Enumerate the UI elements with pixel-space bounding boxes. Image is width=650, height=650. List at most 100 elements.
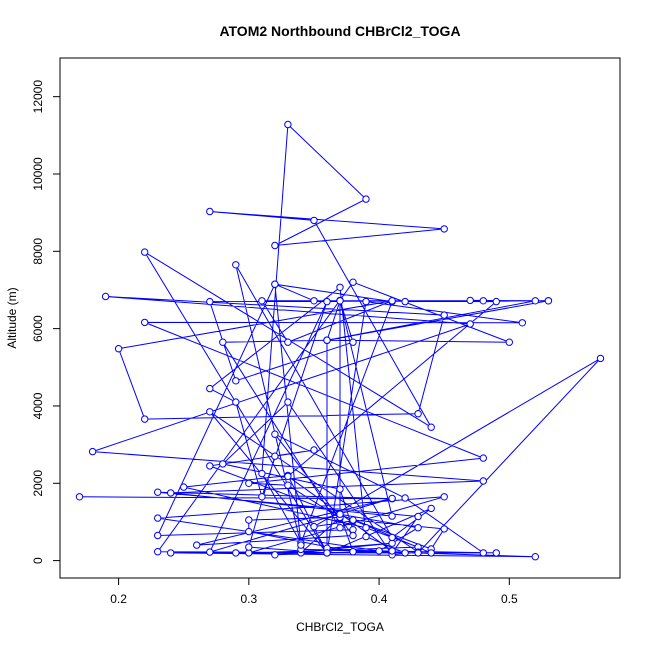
data-point [154,531,162,540]
data-point [284,481,292,489]
data-point [349,548,357,556]
data-point [206,207,214,216]
data-point [466,296,474,305]
data-point [206,297,214,306]
y-tick-label: 2000 [31,470,45,497]
data-point [284,338,292,346]
data-point [232,377,240,385]
data-point [440,225,448,233]
y-axis: 0 2000 4000 6000 8000 10000 12000 [31,80,60,564]
data-point [336,297,344,305]
data-point [388,533,396,542]
data-point [323,549,331,557]
data-point [362,524,370,532]
data-point [427,504,435,513]
y-tick-label: 4000 [31,392,45,419]
data-point [518,319,526,327]
data-point [219,460,227,468]
data-point [167,489,175,497]
data-point [440,525,448,533]
data-point [349,338,357,346]
data-point [362,532,370,541]
data-point [401,494,409,502]
y-tick-label: 12000 [31,80,45,114]
data-point [479,297,487,305]
y-tick-label: 6000 [31,315,45,342]
y-tick-label: 10000 [31,157,45,191]
data-point [101,292,110,301]
data-point [271,452,279,460]
data-point [206,408,214,416]
data-point [232,398,240,406]
data-point [219,338,227,346]
data-point [323,297,331,306]
data-point [401,297,409,306]
data-point [245,479,253,487]
data-point [154,514,162,522]
data-point [531,297,539,305]
x-tick-label: 0.2 [110,592,127,606]
data-point [310,297,318,305]
data-point [245,543,253,551]
data-point [323,336,331,344]
data-point [258,297,266,305]
data-point [531,553,539,561]
data-point [154,548,162,556]
data-point [245,516,253,524]
data-point [271,280,279,288]
data-point [414,549,422,557]
data-point [492,549,500,557]
data-point [271,241,279,250]
data-point [284,120,292,129]
data-point [245,527,253,536]
data-point [349,278,357,286]
data-point [440,311,448,319]
y-tick-label: 0 [31,557,45,564]
data-point [349,516,357,524]
data-point [193,541,201,549]
data-point [271,430,279,438]
x-axis-label: CHBrCl2_TOGA [296,620,384,634]
data-point [479,549,487,557]
data-points [75,120,605,561]
data-point [505,338,513,346]
data-point [336,510,344,518]
data-point [310,216,318,225]
y-axis-label: Altitude (m) [5,287,19,348]
data-point [414,524,422,532]
x-axis: 0.2 0.3 0.4 0.5 [110,577,518,606]
data-point [88,447,97,456]
data-point [375,547,383,555]
data-point [414,410,422,418]
data-point [284,398,292,406]
data-point [141,415,149,423]
data-point [284,472,292,480]
data-point [232,261,240,269]
data-point [362,297,370,306]
data-point [141,248,149,256]
data-point [141,318,149,327]
data-point [167,549,175,557]
data-point [349,531,357,540]
x-tick-label: 0.5 [501,592,518,606]
data-point [427,423,435,431]
data-point [479,477,487,485]
data-point [206,548,214,556]
data-point [388,297,396,305]
y-tick-label: 8000 [31,238,45,265]
data-point [297,541,305,549]
data-point [180,483,188,491]
data-point [479,454,487,462]
data-point [310,522,318,531]
data-point [206,462,214,470]
data-point [114,345,123,353]
data-point [492,297,500,306]
data-point [414,512,422,521]
chart-title: ATOM2 Northbound CHBrCl2_TOGA [219,23,460,39]
data-point [388,512,396,520]
data-point [258,469,266,478]
data-point [271,551,279,559]
data-point [206,384,214,393]
data-point [427,549,435,557]
